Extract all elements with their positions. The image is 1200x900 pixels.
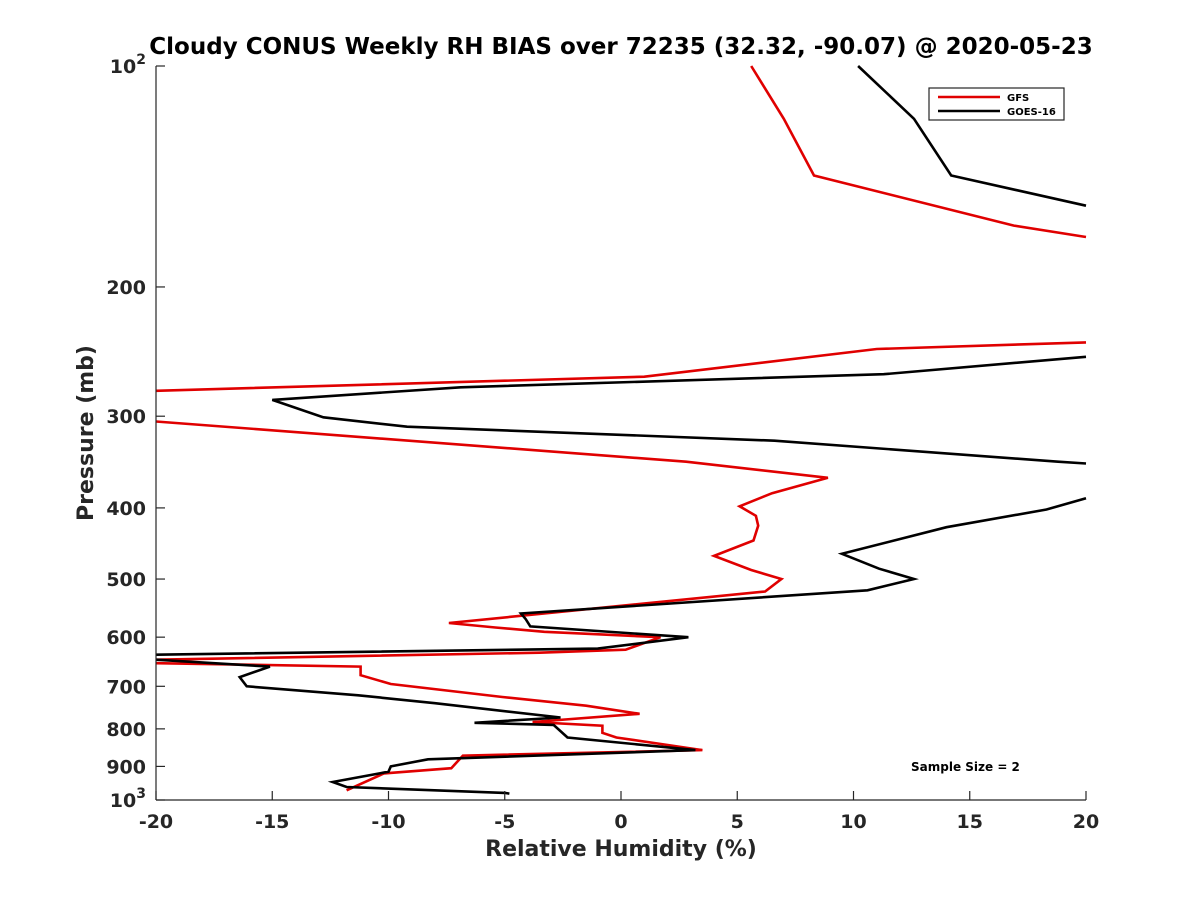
y-axis-label: Pressure (mb): [74, 345, 99, 521]
x-ticks: -20 -15 -10 -5 0 5 10 15 20: [139, 791, 1099, 833]
x-tick-label: -5: [494, 811, 515, 833]
x-tick-label: 10: [840, 811, 866, 833]
x-tick-label: 0: [614, 811, 627, 833]
x-tick-label: 20: [1073, 811, 1099, 833]
y-tick-label: 102: [110, 52, 146, 78]
legend-goes16-label: GOES-16: [1007, 107, 1056, 118]
series-layer: [155, 65, 1087, 795]
y-tick-label: 700: [106, 676, 146, 698]
sample-size-annotation: Sample Size = 2: [911, 760, 1020, 774]
y-tick-label: 300: [106, 406, 146, 428]
y-tick-label: 800: [106, 719, 146, 741]
legend-gfs-label: GFS: [1007, 93, 1029, 104]
series-line-goes16: [155, 65, 1087, 795]
y-tick-label: 900: [106, 756, 146, 778]
series-line-gfs: [155, 65, 1087, 792]
x-axis-label: Relative Humidity (%): [485, 837, 757, 862]
legend: GFS GOES-16: [928, 87, 1065, 121]
y-ticks: 102 200 300 400 500 600 700 800 900 103: [106, 52, 165, 812]
y-tick-label: 600: [106, 627, 146, 649]
x-tick-label: 5: [731, 811, 744, 833]
y-tick-label: 400: [106, 498, 146, 520]
chart-title: Cloudy CONUS Weekly RH BIAS over 72235 (…: [149, 34, 1092, 60]
legend-box: [928, 87, 1065, 121]
x-tick-label: -20: [139, 811, 173, 833]
x-tick-label: -15: [255, 811, 289, 833]
x-tick-label: -10: [371, 811, 405, 833]
y-tick-label: 500: [106, 569, 146, 591]
y-tick-label: 200: [106, 277, 146, 299]
x-tick-label: 15: [957, 811, 983, 833]
y-tick-label: 103: [110, 786, 146, 812]
